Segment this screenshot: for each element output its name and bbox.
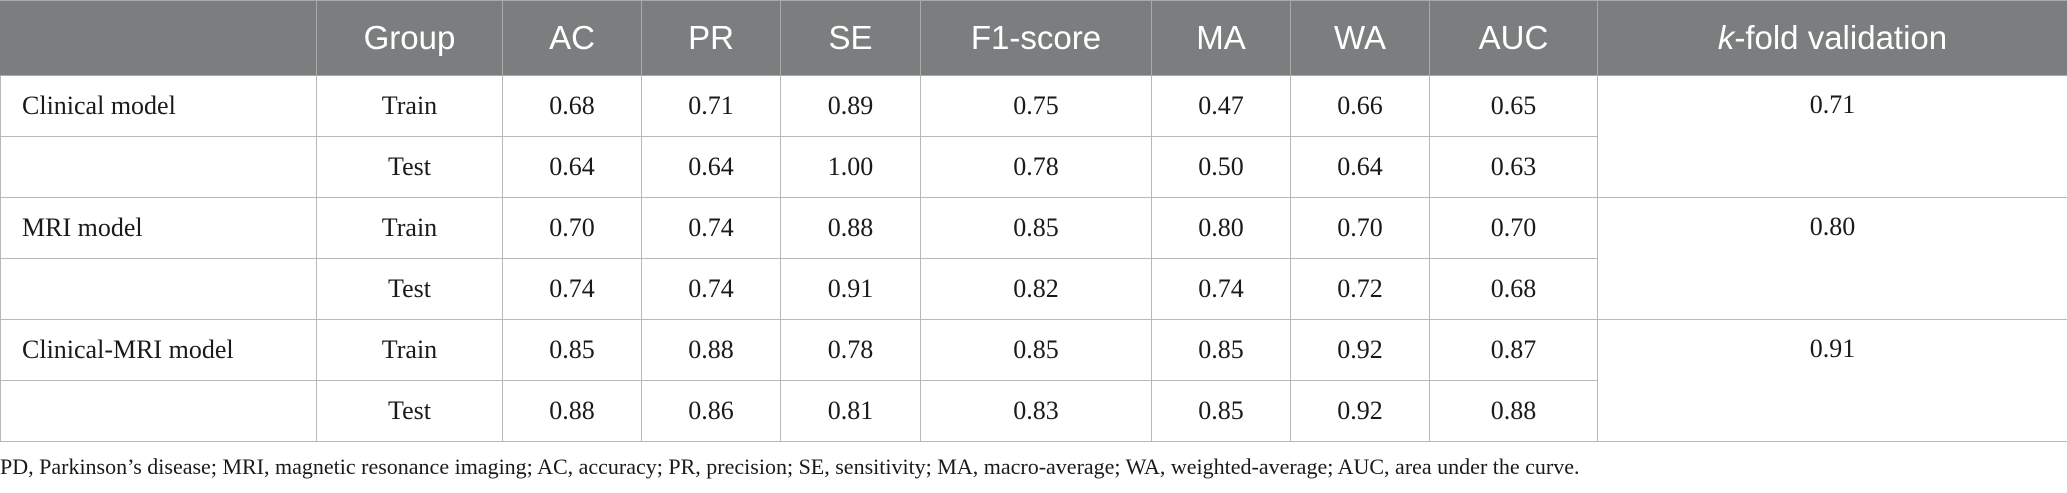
group-cell: Test	[316, 380, 503, 442]
se-cell: 0.88	[780, 197, 921, 259]
pr-cell: 0.86	[641, 380, 781, 442]
ac-cell: 0.68	[502, 75, 642, 137]
group-cell: Train	[316, 75, 503, 137]
header-kfold-rest: -fold validation	[1734, 19, 1948, 56]
ac-cell: 0.64	[502, 136, 642, 198]
model-name: MRI model	[0, 197, 317, 259]
header-auc: AUC	[1429, 0, 1598, 76]
wa-cell: 0.92	[1290, 319, 1430, 381]
f1-cell: 0.78	[920, 136, 1152, 198]
table-row: MRI model Train 0.70 0.74 0.88 0.85 0.80…	[0, 197, 2067, 320]
se-cell: 0.91	[780, 258, 921, 320]
wa-cell: 0.72	[1290, 258, 1430, 320]
se-cell: 1.00	[780, 136, 921, 198]
header-se: SE	[780, 0, 921, 76]
header-group: Group	[316, 0, 503, 76]
group-cell: Train	[316, 197, 503, 259]
header-kfold-validation: k-fold validation	[1597, 0, 2067, 76]
table-row: Clinical-MRI model Train 0.85 0.88 0.78 …	[0, 319, 2067, 442]
wa-cell: 0.70	[1290, 197, 1430, 259]
results-table-container: Group AC PR SE F1-score MA WA AUC k-fold…	[0, 0, 2067, 442]
ac-cell: 0.85	[502, 319, 642, 381]
ma-cell: 0.80	[1151, 197, 1291, 259]
auc-cell: 0.68	[1429, 258, 1598, 320]
auc-cell: 0.63	[1429, 136, 1598, 198]
model-name: Clinical model	[0, 75, 317, 137]
header-ma: MA	[1151, 0, 1291, 76]
table-row: Clinical model Train 0.68 0.71 0.89 0.75…	[0, 75, 2067, 198]
ma-cell: 0.47	[1151, 75, 1291, 137]
ma-cell: 0.74	[1151, 258, 1291, 320]
table-row: Test 0.88 0.86 0.81 0.83 0.85 0.92 0.88	[0, 380, 2067, 442]
pr-cell: 0.88	[641, 319, 781, 381]
f1-cell: 0.85	[920, 319, 1152, 381]
f1-cell: 0.82	[920, 258, 1152, 320]
wa-cell: 0.64	[1290, 136, 1430, 198]
model-name-empty	[0, 380, 317, 442]
header-f1-score: F1-score	[920, 0, 1152, 76]
se-cell: 0.89	[780, 75, 921, 137]
model-name-empty	[0, 136, 317, 198]
se-cell: 0.78	[780, 319, 921, 381]
pr-cell: 0.74	[641, 197, 781, 259]
f1-cell: 0.83	[920, 380, 1152, 442]
ma-cell: 0.50	[1151, 136, 1291, 198]
ma-cell: 0.85	[1151, 319, 1291, 381]
header-pr: PR	[641, 0, 781, 76]
f1-cell: 0.85	[920, 197, 1152, 259]
kfold-cell: 0.71	[1597, 75, 2067, 198]
header-ac: AC	[502, 0, 642, 76]
ac-cell: 0.88	[502, 380, 642, 442]
header-wa: WA	[1290, 0, 1430, 76]
kfold-cell: 0.80	[1597, 197, 2067, 320]
se-cell: 0.81	[780, 380, 921, 442]
wa-cell: 0.92	[1290, 380, 1430, 442]
auc-cell: 0.87	[1429, 319, 1598, 381]
pr-cell: 0.74	[641, 258, 781, 320]
group-cell: Test	[316, 258, 503, 320]
auc-cell: 0.88	[1429, 380, 1598, 442]
f1-cell: 0.75	[920, 75, 1152, 137]
kfold-cell: 0.91	[1597, 319, 2067, 442]
auc-cell: 0.65	[1429, 75, 1598, 137]
header-kfold-k: k	[1717, 19, 1735, 56]
pr-cell: 0.71	[641, 75, 781, 137]
model-performance-table: Group AC PR SE F1-score MA WA AUC k-fold…	[0, 0, 2067, 442]
header-row: Group AC PR SE F1-score MA WA AUC k-fold…	[0, 0, 2067, 76]
model-name-empty	[0, 258, 317, 320]
header-model-cell	[0, 0, 317, 76]
table-footnote: PD, Parkinson’s disease; MRI, magnetic r…	[0, 454, 1580, 479]
ac-cell: 0.70	[502, 197, 642, 259]
ac-cell: 0.74	[502, 258, 642, 320]
auc-cell: 0.70	[1429, 197, 1598, 259]
group-cell: Train	[316, 319, 503, 381]
wa-cell: 0.66	[1290, 75, 1430, 137]
ma-cell: 0.85	[1151, 380, 1291, 442]
group-cell: Test	[316, 136, 503, 198]
model-name: Clinical-MRI model	[0, 319, 317, 381]
pr-cell: 0.64	[641, 136, 781, 198]
